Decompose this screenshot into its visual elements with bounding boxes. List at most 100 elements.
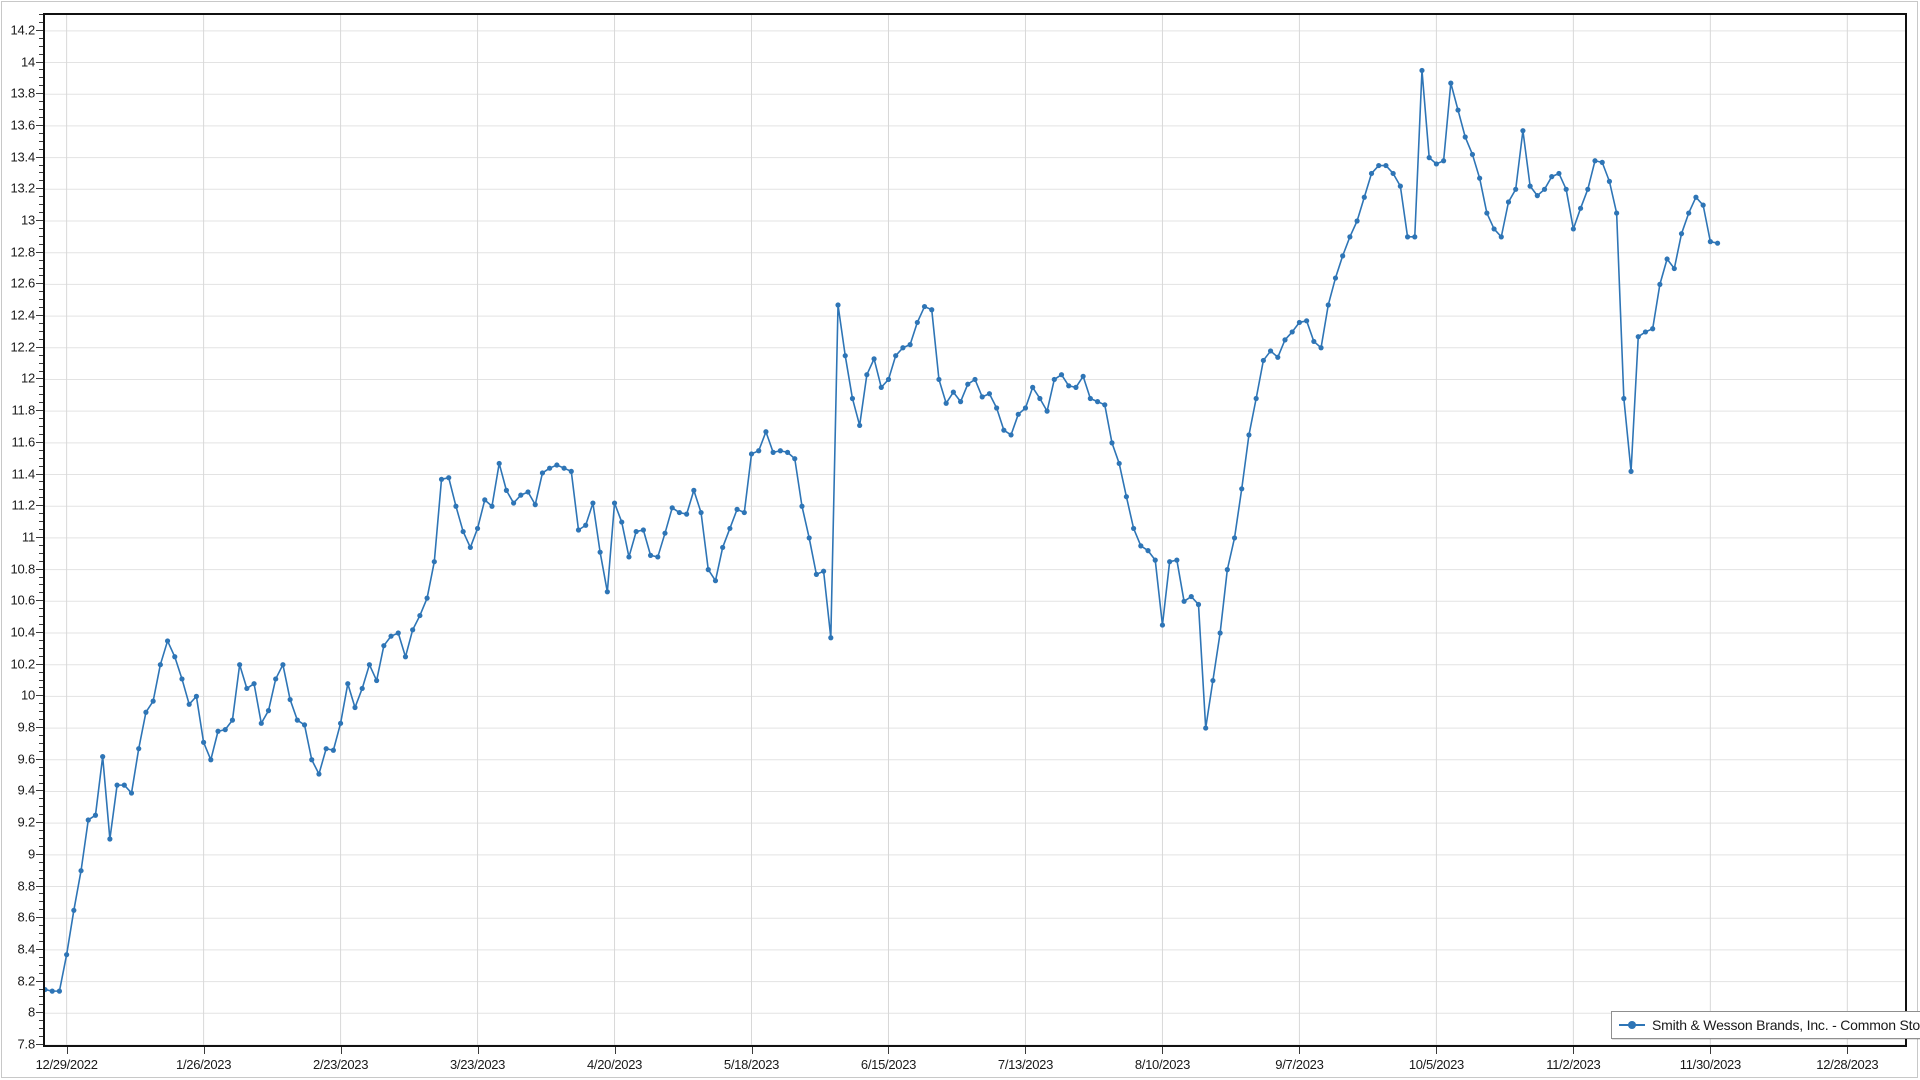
x-axis-tick-label: 12/29/2022 (35, 1057, 98, 1072)
y-axis-tick-mark (36, 854, 43, 855)
y-axis-tick-mark (36, 283, 43, 284)
x-axis-tick-label: 4/20/2023 (586, 1057, 643, 1072)
x-axis-tick-mark (615, 1047, 616, 1054)
y-axis-tick-label: 11 (21, 529, 35, 545)
x-axis-tick-mark (204, 1047, 205, 1054)
y-axis-tick-mark (36, 569, 43, 570)
x-axis-tick-label: 5/18/2023 (723, 1057, 780, 1072)
y-axis-tick-mark (36, 917, 43, 918)
y-axis-tick-label: 13.4 (10, 149, 35, 165)
y-axis-tick-label: 8.4 (17, 941, 36, 957)
y-axis-tick-mark (36, 1044, 43, 1045)
x-axis-tick-label: 12/28/2023 (1816, 1057, 1879, 1072)
y-axis-tick-label: 13.6 (10, 117, 35, 133)
y-axis-tick-mark (36, 220, 43, 221)
chart-series-line (45, 67, 1721, 994)
y-axis-tick-mark (36, 157, 43, 158)
y-axis-tick-label: 13.8 (10, 85, 35, 101)
x-axis-tick-label: 10/5/2023 (1408, 1057, 1464, 1072)
chart-gridlines (45, 15, 1905, 1045)
y-axis-tick-mark (36, 664, 43, 665)
y-axis-tick-label: 9 (27, 846, 35, 862)
y-axis-tick-mark (36, 30, 43, 31)
x-axis-tick-label: 11/30/2023 (1679, 1057, 1741, 1072)
x-axis-tick-mark (1573, 1047, 1574, 1054)
y-axis-tick-mark (36, 727, 43, 728)
y-axis-tick-label: 9.8 (17, 719, 36, 735)
y-axis-tick-mark (36, 315, 43, 316)
x-axis-tick-mark (752, 1047, 753, 1054)
y-axis-tick-label: 11.4 (11, 466, 35, 482)
x-axis-tick-label: 7/13/2023 (997, 1057, 1054, 1072)
x-axis-tick-mark (67, 1047, 68, 1054)
y-axis-tick-mark (36, 632, 43, 633)
y-axis-tick-label: 12.2 (10, 339, 35, 355)
y-axis-tick-label: 9.4 (17, 782, 36, 798)
y-axis-tick-mark (36, 949, 43, 950)
y-axis-tick-label: 13 (20, 212, 35, 228)
x-axis-tick-label: 11/2/2023 (1546, 1057, 1601, 1072)
x-axis-tick-label: 8/10/2023 (1134, 1057, 1191, 1072)
x-axis-tick-label: 6/15/2023 (860, 1057, 917, 1072)
y-axis-tick-mark (36, 474, 43, 475)
x-axis-tick-label: 3/23/2023 (449, 1057, 506, 1072)
y-axis-tick-mark (36, 822, 43, 823)
x-axis-tick-mark (1847, 1047, 1848, 1054)
y-axis-tick-mark (36, 759, 43, 760)
y-axis-tick-mark (36, 93, 43, 94)
y-axis-tick-mark (36, 886, 43, 887)
x-axis-tick-mark (888, 1047, 889, 1054)
y-axis-tick-label: 12 (20, 370, 35, 386)
y-axis-tick-mark (36, 410, 43, 411)
y-axis-tick-label: 10.4 (10, 624, 35, 640)
y-axis-tick-label: 8.6 (17, 909, 36, 925)
plot-area (43, 13, 1907, 1047)
y-axis-tick-label: 14.2 (10, 22, 35, 38)
y-axis-tick-label: 8 (27, 1004, 35, 1020)
y-axis-tick-mark (36, 378, 43, 379)
y-axis-tick-label: 9.6 (17, 751, 36, 767)
y-axis-tick-mark (36, 252, 43, 253)
y-axis-tick-mark (36, 442, 43, 443)
x-axis-tick-label: 9/7/2023 (1275, 1057, 1324, 1072)
x-axis-tick-mark (478, 1047, 479, 1054)
y-axis-tick-label: 8.8 (17, 878, 36, 894)
y-axis-tick-mark (36, 188, 43, 189)
y-axis-tick-label: 12.4 (10, 307, 35, 323)
x-axis-tick-mark (1162, 1047, 1163, 1054)
y-axis-tick-mark (36, 125, 43, 126)
y-axis-tick-mark (36, 600, 43, 601)
x-axis-tick-mark (1710, 1047, 1711, 1054)
y-axis-tick-label: 11.2 (11, 497, 35, 513)
chart-legend[interactable]: Smith & Wesson Brands, Inc. - Common Sto… (1611, 1011, 1920, 1039)
legend-series-label: Smith & Wesson Brands, Inc. - Common Sto… (1652, 1017, 1920, 1033)
y-axis-tick-mark (36, 790, 43, 791)
y-axis-tick-mark (36, 695, 43, 696)
x-axis-tick-label: 2/23/2023 (313, 1057, 369, 1072)
y-axis-tick-label: 12.8 (10, 244, 35, 260)
y-axis-tick-label: 12.6 (10, 275, 35, 291)
y-axis-tick-label: 14 (20, 54, 35, 70)
x-axis-tick-mark (1025, 1047, 1026, 1054)
y-axis-tick-mark (36, 347, 43, 348)
legend-line-marker-icon (1619, 1020, 1645, 1030)
y-axis-tick-label: 13.2 (10, 180, 35, 196)
y-axis-tick-label: 8.2 (17, 973, 36, 989)
x-axis-tick-mark (1299, 1047, 1300, 1054)
y-axis-tick-mark (36, 537, 43, 538)
y-axis-tick-label: 11.8 (11, 402, 35, 418)
y-axis-tick-label: 10 (20, 687, 35, 703)
y-axis-tick-mark (36, 62, 43, 63)
y-axis-tick-mark (36, 505, 43, 506)
y-axis-tick-label: 10.6 (10, 592, 35, 608)
x-axis-tick-label: 1/26/2023 (176, 1057, 232, 1072)
y-axis-tick-label: 11.6 (11, 434, 35, 450)
y-axis-tick-label: 7.8 (17, 1036, 36, 1052)
y-axis-tick-label: 10.8 (10, 561, 35, 577)
x-axis-tick-mark (341, 1047, 342, 1054)
y-axis-tick-mark (36, 1012, 43, 1013)
y-axis-tick-label: 10.2 (10, 656, 35, 672)
x-axis-tick-mark (1436, 1047, 1437, 1054)
